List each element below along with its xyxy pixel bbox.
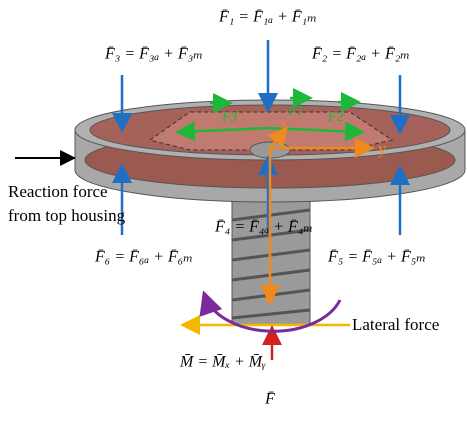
axis-label: x [280, 117, 287, 132]
disk-label: F1 [287, 104, 304, 119]
disk-label: F2 [327, 110, 344, 125]
eq-f6: F̄₆ = F̄₆ₐ + F̄₆ₘ [94, 249, 193, 266]
eq-moment: M̄ = M̄ₓ + M̄ᵧ [179, 354, 266, 371]
disk-label: F3 [221, 110, 238, 125]
eq-f3: F̄₃ = F̄₃ₐ + F̄₃ₘ [104, 46, 203, 63]
eq-force: F̄ [264, 391, 275, 408]
eq-f2: F̄₂ = F̄₂ₐ + F̄₂ₘ [311, 46, 410, 63]
reaction-label: Reaction force [8, 182, 108, 201]
eq-f4: F̄₄ = F̄₄ₐ + F̄₄ₘ [214, 219, 313, 236]
reaction-label: from top housing [8, 206, 126, 225]
diagram: F̄₁ = F̄₁ₐ + F̄₁ₘ F̄₃ = F̄₃ₐ + F̄₃ₘ F̄₂ … [0, 0, 467, 422]
eq-f5: F̄₅ = F̄₅ₐ + F̄₅ₘ [327, 249, 426, 266]
eq-f1: F̄₁ = F̄₁ₐ + F̄₁ₘ [218, 9, 317, 26]
axis-label: y [378, 139, 387, 158]
lateral-label: Lateral force [352, 315, 439, 334]
axis-label: Z [264, 284, 276, 306]
